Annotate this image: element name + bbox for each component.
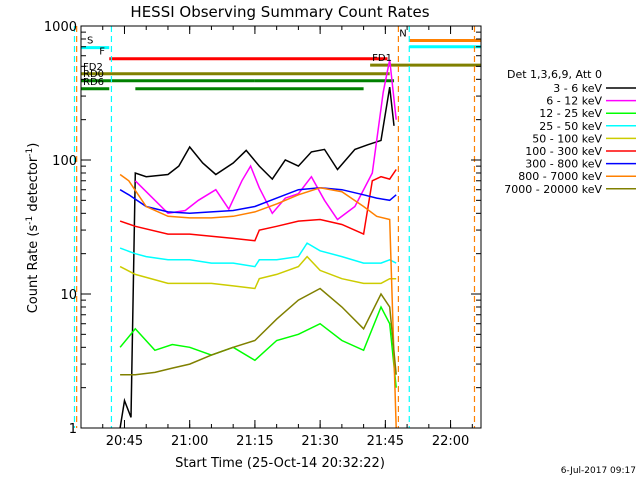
chart-title: HESSI Observing Summary Count Rates — [130, 3, 429, 21]
x-tick-label-21-00: 21:00 — [171, 434, 208, 449]
legend-label-3-6-kev: 3 - 6 keV — [553, 82, 602, 95]
series-50-100-kev — [119, 255, 397, 290]
series-300-800-kev — [119, 187, 397, 215]
y-tick-label-1: 1 — [69, 422, 77, 437]
x-axis-label: Start Time (25-Oct-14 20:32:22) — [175, 456, 385, 471]
series-25-50-kev — [119, 242, 397, 268]
legend-label-100-300-kev: 100 - 300 keV — [525, 145, 602, 158]
legend-header: Det 1,3,6,9, Att 0 — [507, 68, 602, 81]
series-100-300-kev — [119, 169, 397, 242]
flag-bars — [81, 38, 481, 91]
flag-label-s: S — [87, 36, 93, 47]
series-lines — [119, 59, 397, 429]
y-axis-label-sup1: -1 — [25, 216, 35, 225]
legend-label-25-50-kev: 25 - 50 keV — [539, 120, 602, 133]
flag-label-rd6: RD6 — [83, 77, 104, 88]
y-tick-label-1000: 1000 — [44, 20, 77, 35]
legend-label-7000-20000-kev: 7000 - 20000 keV — [504, 183, 602, 196]
series-3-6-kev — [119, 86, 395, 429]
flag-label-f: F — [99, 47, 105, 58]
series-800-7000-kev — [119, 173, 397, 429]
y-axis-label-sup2: -1 — [25, 148, 35, 157]
flag-label-fd2: FD2 — [83, 62, 103, 73]
x-tick-label-22-00: 22:00 — [432, 434, 469, 449]
plot-frame — [80, 25, 482, 429]
x-tick-label-21-30: 21:30 — [301, 434, 338, 449]
series-7000-20000-kev — [120, 287, 397, 376]
x-tick-label-20-45: 20:45 — [106, 434, 143, 449]
timestamp: 6-Jul-2017 09:17 — [561, 466, 636, 476]
legend-label-300-800-kev: 300 - 800 keV — [525, 158, 602, 171]
y-axis-label-end: ) — [26, 143, 41, 148]
y-axis-label: Count Rate (s-1 detector-1) — [25, 143, 41, 314]
x-tick-label-21-15: 21:15 — [236, 434, 273, 449]
flag-label-n: N — [399, 28, 406, 39]
flag-label-rd0: RD0 — [83, 69, 104, 80]
y-tick-label-10: 10 — [60, 288, 77, 303]
boundary-lines — [73, 26, 476, 428]
y-axis-label-mid: detector — [26, 156, 41, 216]
flag-label-fd1: FD1 — [372, 53, 392, 64]
series-6-12-kev — [134, 59, 397, 221]
legend-label-12-25-kev: 12 - 25 keV — [539, 107, 602, 120]
series-12-25-kev — [119, 305, 397, 388]
axis-ticks: 20:45 21:00 21:15 21:30 21:45 22:00 1 10 100 1000 — [44, 20, 481, 449]
legend-label-50-100-kev: 50 - 100 keV — [532, 132, 602, 145]
x-tick-label-21-45: 21:45 — [367, 434, 404, 449]
y-axis-label-main: Count Rate (s — [26, 225, 41, 314]
legend-label-6-12-kev: 6 - 12 keV — [546, 95, 602, 108]
legend-label-800-7000-kev: 800 - 7000 keV — [518, 170, 602, 183]
y-tick-label-100: 100 — [52, 154, 77, 169]
